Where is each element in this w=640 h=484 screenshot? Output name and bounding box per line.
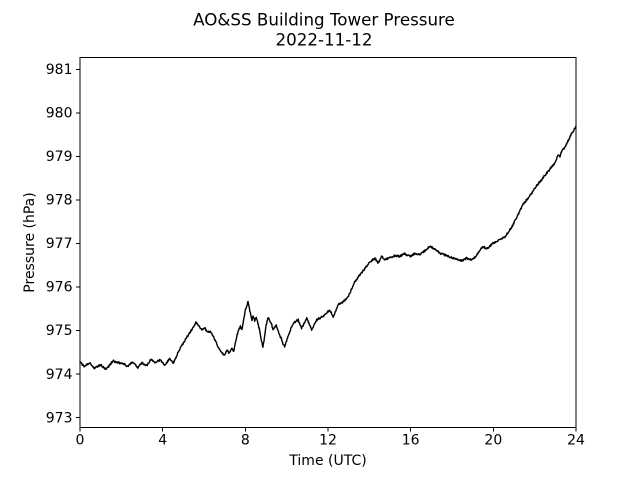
plot-frame — [79, 57, 577, 428]
chart-subtitle: 2022-11-12 — [276, 30, 373, 50]
y-tick-label: 979 — [46, 149, 73, 165]
x-axis-label: Time (UTC) — [288, 453, 366, 469]
y-tick-label: 981 — [46, 62, 73, 78]
y-axis-label: Pressure (hPa) — [22, 192, 38, 292]
x-tick-label: 16 — [402, 433, 420, 449]
y-tick-label: 978 — [46, 193, 73, 209]
x-tick-label: 12 — [319, 433, 337, 449]
y-tick-label: 976 — [46, 280, 73, 296]
axes-layer: 0 4 8 12 16 20 24 973 974 975 976 977 978 979 980 981 — [46, 57, 585, 449]
x-tick-label: 0 — [76, 433, 85, 449]
y-tick-label: 973 — [46, 410, 73, 426]
y-tick-label: 974 — [46, 367, 73, 383]
x-tick-label: 24 — [567, 433, 585, 449]
x-tick-label: 8 — [241, 433, 250, 449]
pressure-series-line — [79, 125, 577, 370]
x-tick-label: 4 — [158, 433, 167, 449]
y-tick-label: 975 — [46, 323, 73, 339]
x-tick-label: 20 — [484, 433, 502, 449]
y-tick-label: 980 — [46, 106, 73, 122]
y-tick-label: 977 — [46, 236, 73, 252]
chart-title: AO&SS Building Tower Pressure — [193, 10, 455, 30]
